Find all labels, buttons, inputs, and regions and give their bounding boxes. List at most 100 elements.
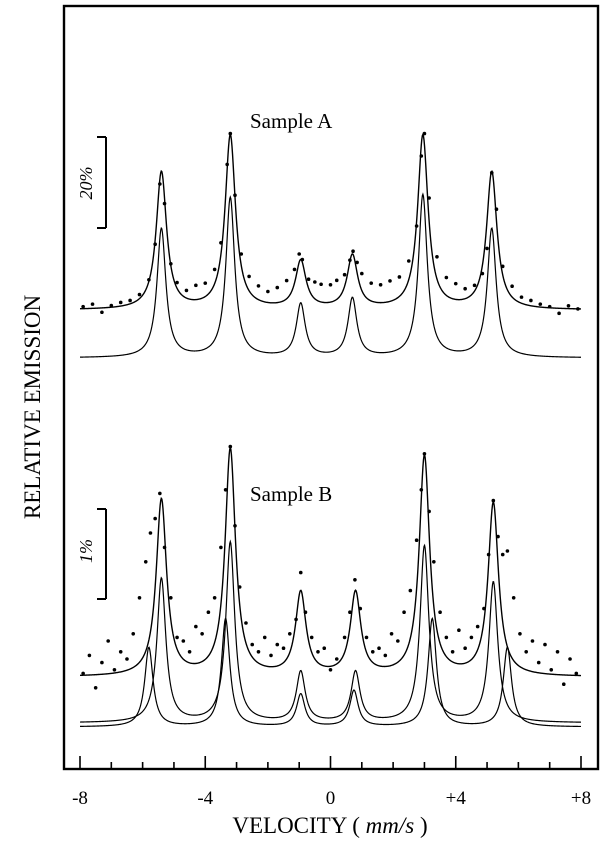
data-point-a-60	[519, 295, 524, 299]
component-curve-b-1	[79, 539, 582, 723]
data-point-a-64	[557, 311, 561, 316]
data-point-b-79	[543, 642, 547, 647]
data-point-b-68	[482, 606, 486, 611]
data-point-b-25	[228, 444, 233, 449]
data-point-a-5	[128, 298, 132, 303]
x-tick-label-0: -8	[72, 788, 88, 809]
component-curve-b-2	[80, 617, 581, 728]
data-point-a-26	[284, 278, 289, 283]
data-point-b-17	[181, 639, 186, 643]
data-point-b-67	[475, 624, 480, 629]
data-point-b-61	[438, 610, 442, 614]
panel-a-curves	[79, 132, 582, 358]
data-point-b-34	[281, 646, 286, 650]
data-point-a-45	[414, 224, 419, 228]
data-point-a-59	[510, 284, 514, 289]
data-point-a-49	[435, 254, 439, 259]
data-point-b-16	[175, 635, 179, 640]
data-point-b-50	[377, 646, 381, 650]
data-point-b-12	[153, 516, 157, 521]
data-point-a-39	[360, 271, 364, 276]
data-point-a-31	[313, 280, 317, 284]
x-axis-label-prefix: VELOCITY (	[232, 813, 365, 838]
data-point-b-78	[536, 660, 541, 665]
data-point-a-4	[118, 300, 123, 305]
data-point-b-38	[303, 610, 308, 614]
data-point-b-29	[250, 642, 255, 647]
data-point-b-42	[328, 668, 333, 672]
data-point-b-14	[162, 545, 167, 550]
data-point-b-49	[370, 650, 375, 654]
data-point-b-52	[389, 632, 394, 636]
data-point-b-82	[561, 682, 566, 686]
panel-b-points	[81, 444, 579, 690]
data-point-b-10	[143, 560, 148, 564]
data-point-a-47	[422, 131, 427, 136]
data-point-a-46	[419, 154, 424, 158]
data-point-b-53	[396, 639, 400, 643]
data-point-a-16	[212, 267, 217, 272]
x-axis-label-suffix: )	[414, 813, 427, 838]
data-point-a-43	[397, 275, 402, 279]
data-point-a-42	[388, 279, 392, 283]
data-point-b-36	[294, 617, 298, 622]
data-point-b-55	[408, 588, 413, 593]
data-point-b-31	[262, 635, 267, 640]
x-axis-label: VELOCITY ( mm/s )	[232, 813, 427, 838]
data-point-b-62	[444, 635, 449, 640]
data-point-b-11	[148, 531, 153, 535]
data-point-a-3	[109, 303, 114, 308]
data-point-b-60	[432, 560, 436, 564]
data-point-b-30	[256, 650, 261, 654]
data-point-b-0	[81, 671, 85, 676]
data-point-a-9	[158, 182, 162, 186]
data-point-a-66	[576, 307, 580, 311]
data-point-a-34	[334, 278, 339, 283]
x-tick-label-4: +8	[571, 788, 591, 809]
data-point-a-6	[137, 292, 142, 297]
panel-b: 1% Sample B	[76, 444, 582, 728]
data-point-a-22	[247, 274, 251, 279]
data-point-a-17	[219, 241, 223, 245]
data-point-b-35	[287, 632, 292, 636]
data-point-b-8	[131, 632, 136, 636]
data-point-a-61	[529, 298, 533, 303]
data-point-b-74	[511, 596, 516, 600]
data-point-a-36	[348, 258, 352, 262]
data-point-b-15	[169, 596, 173, 600]
data-point-a-38	[355, 260, 359, 265]
data-point-b-7	[125, 657, 129, 661]
data-point-b-37	[298, 570, 303, 575]
data-point-a-37	[351, 249, 355, 253]
data-point-a-23	[256, 284, 261, 288]
data-point-b-72	[500, 552, 505, 557]
scale-bar-b-label: 1%	[76, 539, 96, 563]
data-point-a-19	[228, 131, 233, 136]
data-point-b-39	[309, 635, 314, 640]
data-point-b-59	[427, 509, 431, 514]
data-point-b-28	[244, 621, 248, 625]
data-point-b-73	[505, 549, 510, 553]
data-point-a-65	[566, 304, 571, 308]
data-point-b-22	[212, 596, 217, 600]
data-point-b-1	[87, 653, 92, 658]
data-point-a-40	[369, 281, 374, 285]
data-point-b-48	[364, 635, 369, 640]
data-point-b-54	[402, 610, 406, 614]
panel-a-points	[81, 131, 580, 316]
data-point-b-2	[93, 686, 98, 690]
data-point-b-51	[383, 653, 388, 658]
data-point-b-81	[555, 650, 560, 654]
data-point-a-32	[319, 282, 323, 287]
data-point-b-3	[100, 660, 104, 665]
data-point-b-19	[194, 624, 198, 629]
data-point-a-11	[169, 262, 173, 266]
x-tick-label-3: +4	[446, 788, 467, 809]
fit-curve-b	[79, 445, 582, 677]
data-point-a-56	[489, 171, 494, 175]
data-point-b-43	[334, 657, 339, 661]
component-curve-a-1	[79, 192, 582, 358]
data-point-b-4	[106, 639, 110, 643]
data-point-b-65	[463, 646, 467, 650]
